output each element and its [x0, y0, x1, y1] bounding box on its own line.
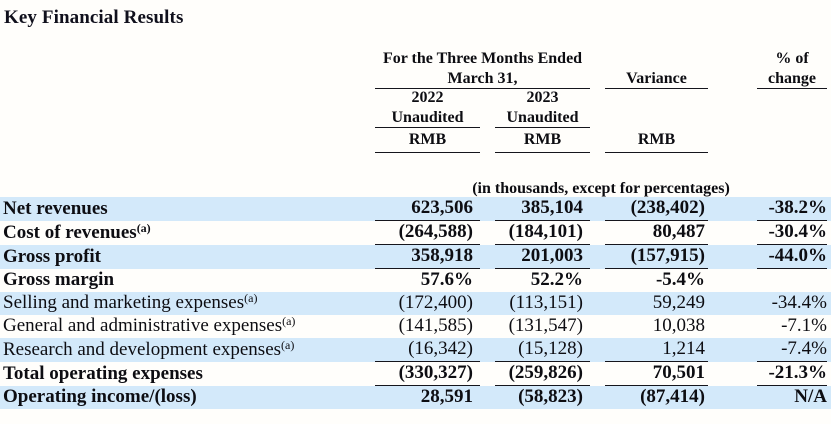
cell-2022: (330,327): [375, 361, 480, 387]
header-row-period-1: For the Three Months Ended % of: [0, 49, 831, 68]
row-label-text: Research and development expenses: [3, 338, 282, 360]
cell-2023: (184,101): [495, 220, 591, 246]
table-header: For the Three Months Ended % of March 31…: [0, 49, 831, 197]
cell-variance: 70,501: [605, 361, 709, 387]
audit-2023-header: Unaudited: [495, 106, 591, 128]
row-label-text: General and administrative expenses: [3, 315, 283, 337]
table-row: Selling and marketing expenses(a) (172,4…: [0, 292, 831, 316]
header-row-currency: RMB RMB RMB: [0, 127, 831, 153]
cell-variance: 80,487: [605, 220, 709, 246]
row-label: Gross margin: [0, 269, 375, 293]
cell-pct-change: N/A: [757, 385, 828, 410]
footnote-marker: (a): [136, 220, 151, 235]
cell-pct-change: [757, 269, 827, 293]
cell-2022: (16,342): [375, 338, 480, 363]
cell-pct-change: -38.2%: [757, 197, 828, 222]
cell-2022: (264,588): [375, 220, 480, 246]
row-label-text: Net revenues: [3, 197, 108, 219]
row-label-text: Gross margin: [3, 269, 115, 291]
row-label: General and administrative expenses(a): [0, 315, 375, 338]
row-label: Selling and marketing expenses(a): [0, 292, 375, 316]
table-row: Research and development expenses(a) (16…: [0, 338, 831, 363]
cell-2022: 57.6%: [420, 269, 473, 291]
key-financial-results-table: For the Three Months Ended % of March 31…: [0, 49, 831, 410]
page-title: Key Financial Results: [4, 7, 184, 28]
cell-variance: (157,915): [605, 244, 709, 270]
cell-variance: 59,249: [605, 292, 709, 316]
cell-2023: (15,128): [495, 338, 591, 363]
cell-2022: (172,400): [375, 292, 480, 316]
header-row-audit: Unaudited Unaudited: [0, 106, 831, 128]
cell-variance: (238,402): [605, 197, 709, 222]
cell-2023: 385,104: [495, 197, 591, 222]
row-label-text: Total operating expenses: [3, 362, 203, 384]
cell-2022: 358,918: [375, 244, 480, 270]
currency-variance-header: RMB: [605, 127, 709, 153]
period-header-line1: For the Three Months Ended: [382, 50, 583, 68]
cell-pct-change: -21.3%: [757, 361, 828, 387]
row-label: Net revenues: [0, 197, 375, 221]
header-spacer: [0, 152, 831, 177]
period-header-line2: March 31,: [375, 68, 591, 89]
header-row-years: 2022 2023: [0, 88, 831, 106]
table-row: Total operating expenses (330,327) (259,…: [0, 361, 831, 387]
cell-2023: 52.2%: [530, 269, 584, 291]
units-note: (in thousands, except for percentages): [472, 179, 730, 197]
cell-variance: 1,214: [605, 338, 709, 363]
header-row-period-2: March 31, Variance change: [0, 68, 831, 89]
row-label: Total operating expenses: [0, 362, 375, 386]
row-label-text: Operating income/(loss): [3, 386, 197, 408]
cell-2023: (58,823): [495, 385, 591, 410]
variance-header: Variance: [605, 68, 709, 89]
table-row: Gross profit 358,918 201,003 (157,915) -…: [0, 244, 831, 270]
cell-2022: 623,506: [375, 197, 480, 222]
row-label: Gross profit: [0, 244, 375, 269]
row-label-text: Gross profit: [3, 245, 101, 267]
cell-pct-change: -30.4%: [757, 220, 828, 246]
audit-2022-header: Unaudited: [375, 106, 480, 128]
pct-change-header-line2: change: [757, 68, 828, 89]
row-label-text: Selling and marketing expenses: [3, 292, 245, 314]
year-2023-header: 2023: [526, 88, 559, 106]
currency-2022-header: RMB: [375, 127, 480, 153]
row-label: Cost of revenues(a): [0, 221, 375, 245]
cell-pct-change: -34.4%: [757, 292, 828, 316]
cell-pct-change: -44.0%: [757, 244, 828, 270]
currency-2023-header: RMB: [495, 127, 591, 153]
cell-2023: (131,547): [508, 315, 584, 337]
cell-2022: 28,591: [375, 385, 480, 410]
cell-pct-change: -7.4%: [757, 338, 828, 363]
table-row: Cost of revenues(a) (264,588) (184,101) …: [0, 220, 831, 246]
row-label: Research and development expenses(a): [0, 338, 375, 362]
cell-pct-change: -7.1%: [781, 315, 828, 337]
cell-2023: (113,151): [495, 292, 591, 316]
pct-change-header-line1: % of: [775, 50, 809, 68]
year-2022-header: 2022: [411, 88, 444, 106]
cell-variance: -5.4%: [655, 269, 706, 291]
footnote-marker: (a): [281, 338, 295, 352]
footnote-marker: (a): [282, 315, 296, 329]
table-row: General and administrative expenses(a) (…: [0, 315, 831, 338]
units-note-row: (in thousands, except for percentages): [0, 177, 831, 197]
cell-2023: 201,003: [495, 244, 591, 270]
table-row: Operating income/(loss) 28,591 (58,823) …: [0, 385, 831, 410]
cell-variance: (87,414): [605, 385, 709, 410]
cell-2022: (141,585): [398, 315, 473, 337]
cell-variance: 10,038: [652, 315, 706, 337]
footnote-marker: (a): [244, 292, 258, 306]
row-label-text: Cost of revenues: [3, 221, 137, 243]
table-body: Net revenues 623,506 385,104 (238,402) -…: [0, 197, 831, 410]
cell-2023: (259,826): [495, 361, 591, 387]
table-row: Net revenues 623,506 385,104 (238,402) -…: [0, 197, 831, 222]
row-label: Operating income/(loss): [0, 385, 375, 410]
table-row: Gross margin 57.6% 52.2% -5.4%: [0, 269, 831, 293]
